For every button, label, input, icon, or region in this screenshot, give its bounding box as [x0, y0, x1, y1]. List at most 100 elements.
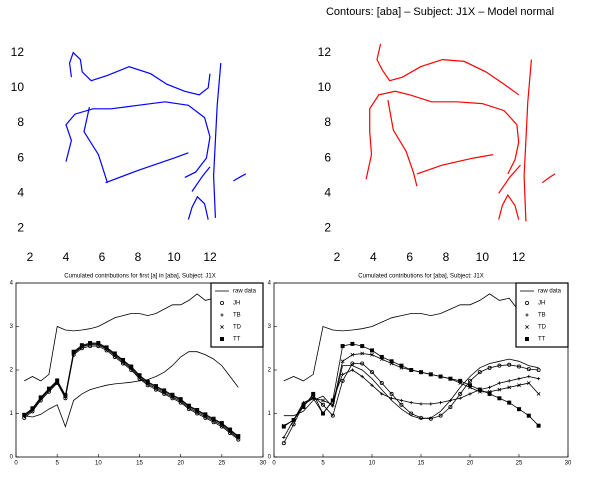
marker — [517, 377, 520, 380]
marker — [498, 397, 501, 400]
legend-label: TD — [538, 325, 547, 331]
y-tick-label: 12 — [11, 45, 25, 59]
series-line — [24, 343, 238, 436]
y-tick-label: 2 — [17, 221, 24, 235]
marker — [400, 364, 403, 367]
marker — [97, 341, 100, 344]
marker — [220, 421, 223, 424]
marker — [527, 375, 530, 378]
marker — [478, 388, 481, 391]
marker — [154, 384, 157, 387]
series-line — [499, 195, 519, 220]
x-tick-label: 2 — [334, 250, 341, 264]
x-tick-label: 30 — [260, 461, 267, 467]
marker — [72, 350, 75, 353]
legend-label: JH — [538, 301, 545, 307]
x-tick-label: 5 — [55, 461, 59, 467]
legend-label: TT — [538, 337, 546, 343]
x-tick-label: 8 — [443, 250, 450, 264]
series-line — [24, 346, 238, 440]
marker — [419, 371, 422, 374]
marker — [429, 402, 432, 405]
marker — [292, 418, 295, 421]
marker — [138, 374, 141, 377]
x-tick-label: 20 — [177, 461, 184, 467]
series-line — [233, 174, 246, 181]
y-tick-label: 8 — [324, 115, 331, 129]
marker — [508, 401, 511, 404]
chart-title: Contours: [aba] – Subject: J1X – Model n… — [326, 6, 554, 18]
marker — [56, 379, 59, 382]
legend-label: TB — [233, 313, 241, 319]
x-tick-label: 20 — [467, 461, 474, 467]
y-tick-label: 4 — [268, 281, 272, 287]
x-tick-label: 25 — [516, 461, 523, 467]
y-tick-label: 2 — [324, 221, 331, 235]
marker — [380, 355, 383, 358]
x-tick-label: 15 — [136, 461, 143, 467]
marker — [498, 381, 501, 384]
legend-marker — [220, 337, 223, 340]
y-tick-label: 12 — [318, 45, 332, 59]
y-tick-label: 0 — [268, 455, 272, 461]
marker — [130, 365, 133, 368]
marker — [361, 344, 364, 347]
marker — [488, 392, 491, 395]
marker — [439, 375, 442, 378]
marker — [459, 397, 462, 400]
legend-label: raw data — [538, 289, 562, 295]
marker — [312, 392, 315, 395]
series-line — [417, 155, 493, 174]
x-tick-label: 4 — [63, 250, 70, 264]
x-tick-label: 10 — [95, 461, 102, 467]
y-tick-label: 3 — [268, 324, 272, 330]
marker — [468, 392, 471, 395]
y-tick-label: 6 — [17, 150, 24, 164]
marker — [171, 393, 174, 396]
legend-label: TD — [233, 325, 242, 331]
marker — [429, 373, 432, 376]
series-line — [284, 294, 539, 381]
marker — [410, 368, 413, 371]
marker — [341, 344, 344, 347]
y-tick-label: 6 — [324, 150, 331, 164]
chart-title: Cumulated contributions for [aba], Subje… — [358, 274, 483, 280]
marker — [351, 342, 354, 345]
figure: 2468101224681012Contours: [aba] – Subjec… — [0, 0, 592, 487]
marker — [321, 412, 324, 415]
marker — [204, 413, 207, 416]
y-tick-label: 2 — [268, 368, 272, 374]
x-tick-label: 10 — [476, 250, 490, 264]
y-tick-label: 4 — [17, 185, 24, 199]
series-line — [84, 107, 107, 183]
marker — [410, 401, 413, 404]
legend-label: TT — [233, 337, 241, 343]
x-tick-label: 0 — [14, 461, 18, 467]
marker — [113, 352, 116, 355]
x-tick-label: 2 — [27, 250, 34, 264]
x-tick-label: 12 — [512, 250, 526, 264]
marker — [212, 417, 215, 420]
y-tick-label: 4 — [10, 281, 14, 287]
marker — [105, 346, 108, 349]
marker — [187, 404, 190, 407]
x-tick-label: 10 — [167, 250, 181, 264]
marker — [179, 398, 182, 401]
marker — [449, 377, 452, 380]
marker — [146, 380, 149, 383]
marker — [341, 373, 344, 376]
y-tick-label: 8 — [17, 115, 24, 129]
chart-title: Cumulated contributions for first [a] in… — [64, 274, 215, 280]
x-tick-label: 15 — [418, 461, 425, 467]
marker — [64, 394, 67, 397]
y-tick-label: 1 — [268, 411, 272, 417]
series-line — [388, 100, 417, 186]
marker — [228, 428, 231, 431]
marker — [459, 379, 462, 382]
legend-label: raw data — [233, 289, 257, 295]
marker — [121, 358, 124, 361]
y-tick-label: 2 — [10, 368, 14, 374]
y-tick-label: 3 — [10, 324, 14, 330]
x-tick-label: 6 — [406, 250, 413, 264]
x-tick-label: 8 — [135, 250, 142, 264]
